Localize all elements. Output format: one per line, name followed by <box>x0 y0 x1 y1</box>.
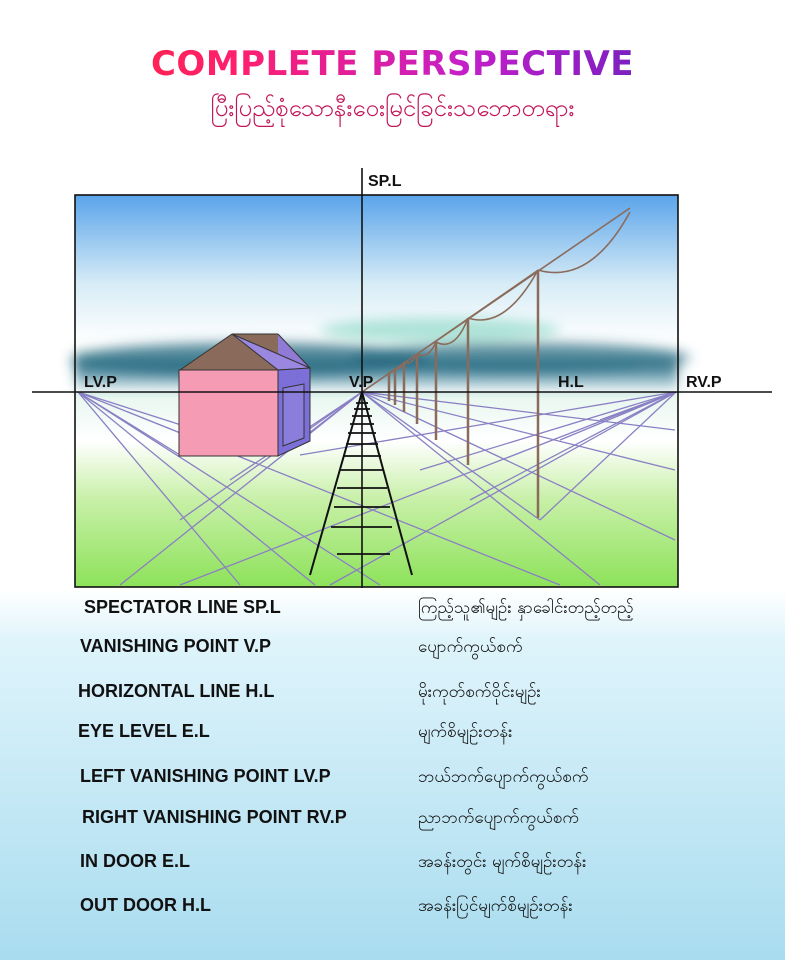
label-rvp: RV.P <box>686 374 722 391</box>
power-wires <box>361 207 631 393</box>
legend-translation: ကြည့်သူ၏မျဉ်း နှာခေါင်းတည့်တည့် <box>418 598 634 618</box>
legend-row: OUT DOOR H.L အခန်းပြင်မျက်စိမျဉ်းတန်း <box>0 895 785 925</box>
label-lvp: LV.P <box>84 374 117 391</box>
legend-row: RIGHT VANISHING POINT RV.P ညာဘက်ပျောက်ကွ… <box>0 807 785 837</box>
legend-translation: အခန်းတွင်း မျက်စိမျဉ်းတန်း <box>418 852 587 872</box>
legend-term: OUT DOOR H.L <box>80 895 211 915</box>
perspective-diagram: SP.L LV.P V.P H.L RV.P <box>32 168 772 588</box>
scene-frame <box>70 195 690 587</box>
page-subtitle: ပြီးပြည့်စုံသောနီးဝေးမြင်ခြင်းသဘောတရား <box>210 94 575 122</box>
label-spl: SP.L <box>368 173 402 190</box>
legend-term: EYE LEVEL E.L <box>78 721 210 741</box>
legend-term: HORIZONTAL LINE H.L <box>78 681 275 701</box>
legend-translation: ပျောက်ကွယ်စက် <box>418 637 523 657</box>
scene-border <box>74 194 679 588</box>
legend-term: IN DOOR E.L <box>80 851 191 871</box>
legend-translation: အခန်းပြင်မျက်စိမျဉ်းတန်း <box>418 896 573 916</box>
house <box>178 333 311 457</box>
house-door <box>282 383 305 447</box>
legend-row: IN DOOR E.L အခန်းတွင်း မျက်စိမျဉ်းတန်း <box>0 851 785 881</box>
legend-term: LEFT VANISHING POINT LV.P <box>80 766 331 786</box>
guide-lines-left <box>77 391 561 586</box>
legend-row: VANISHING POINT V.P ပျောက်ကွယ်စက် <box>0 636 785 666</box>
legend-term: RIGHT VANISHING POINT RV.P <box>82 807 347 827</box>
legend-translation: မိုးကုတ်စက်ဝိုင်းမျဉ်း <box>418 682 541 702</box>
legend-term: VANISHING POINT V.P <box>80 636 272 656</box>
legend-row: EYE LEVEL E.L မျက်စိမျဉ်းတန်း <box>0 721 785 751</box>
house-front-wall <box>178 369 279 457</box>
legend-row: SPECTATOR LINE SP.L ကြည့်သူ၏မျဉ်း နှာခေါ… <box>0 597 785 627</box>
legend-translation: မျက်စိမျဉ်းတန်း <box>418 722 513 742</box>
label-vp: V.P <box>349 374 374 391</box>
page-title: COMPLETE PERSPECTIVE <box>0 44 785 84</box>
legend-row: HORIZONTAL LINE H.L မိုးကုတ်စက်ဝိုင်းမျဉ… <box>0 681 785 711</box>
guide-lines-right <box>179 391 677 586</box>
treeline-band <box>70 318 690 390</box>
legend-term: SPECTATOR LINE SP.L <box>84 597 281 617</box>
legend-translation: ညာဘက်ပျောက်ကွယ်စက် <box>418 808 580 828</box>
legend-translation: ဘယ်ဘက်ပျောက်ကွယ်စက် <box>418 767 589 787</box>
legend-row: LEFT VANISHING POINT LV.P ဘယ်ဘက်ပျောက်ကွ… <box>0 766 785 796</box>
label-hl: H.L <box>558 374 584 391</box>
